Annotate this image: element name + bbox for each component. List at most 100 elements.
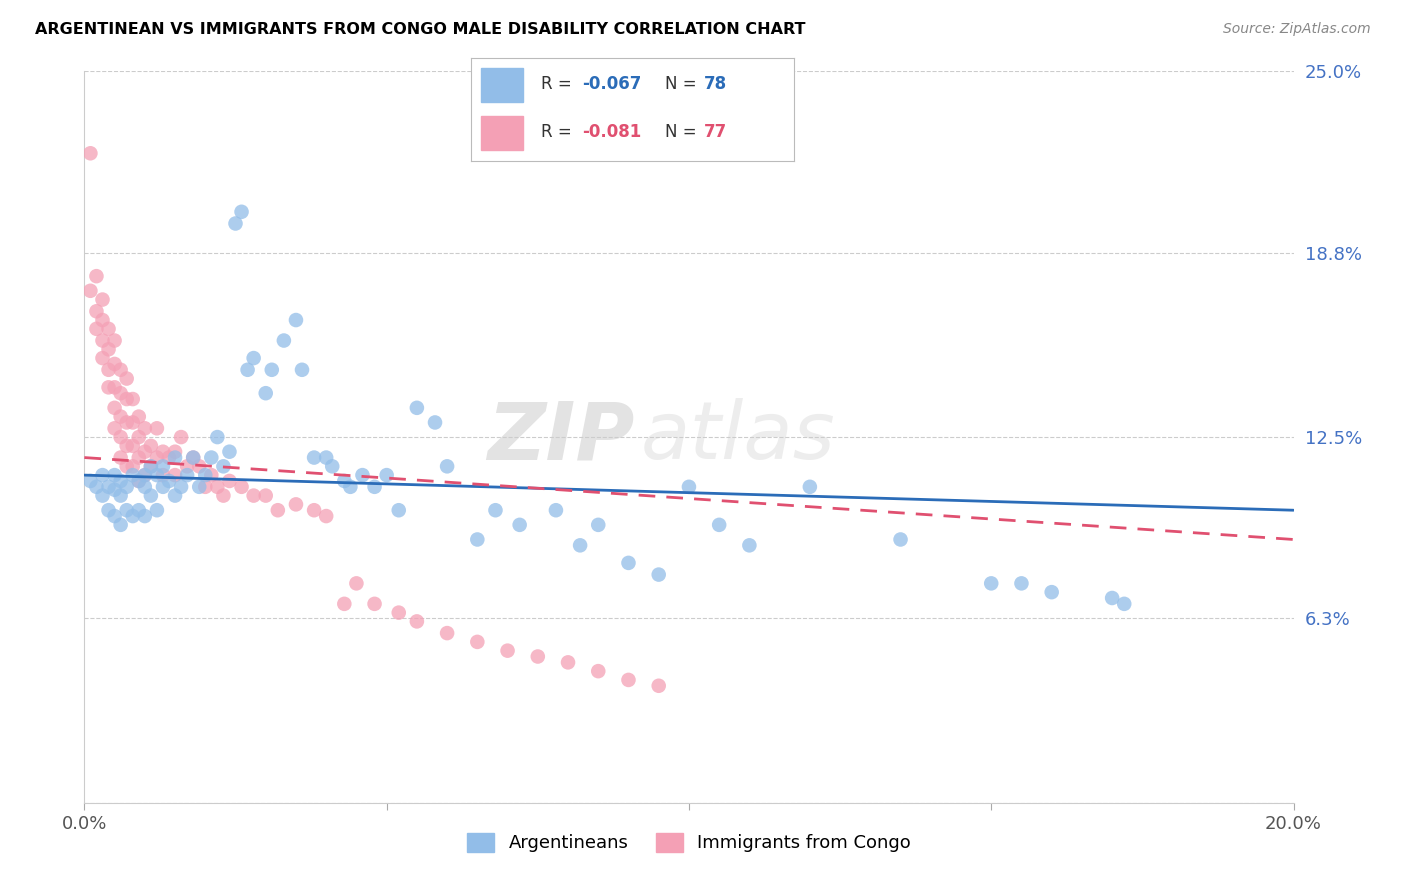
Point: [194, 480, 217, 494]
Point: [91, 351, 114, 365]
Point: [146, 450, 169, 465]
Point: [1101, 591, 1123, 605]
Point: [152, 480, 174, 494]
Point: [509, 517, 531, 532]
Point: [738, 538, 761, 552]
Text: 78: 78: [704, 75, 727, 93]
Point: [188, 480, 211, 494]
Point: [110, 409, 132, 424]
Point: [139, 459, 162, 474]
Text: atlas: atlas: [641, 398, 835, 476]
Point: [218, 444, 240, 458]
Point: [165, 444, 187, 458]
Point: [157, 474, 180, 488]
Point: [799, 480, 821, 494]
Point: [176, 468, 198, 483]
Point: [557, 656, 579, 670]
Point: [339, 480, 361, 494]
Point: [406, 615, 429, 629]
Point: [115, 371, 138, 385]
Text: R =: R =: [540, 75, 576, 93]
Point: [315, 509, 337, 524]
Point: [285, 497, 308, 511]
Point: [139, 489, 162, 503]
Point: [544, 503, 567, 517]
Point: [110, 489, 132, 503]
Point: [146, 468, 169, 483]
Point: [134, 509, 156, 524]
Point: [194, 468, 217, 483]
Point: [1011, 576, 1033, 591]
Point: [388, 503, 411, 517]
Point: [134, 468, 156, 483]
Bar: [481, 69, 523, 102]
Point: [91, 468, 114, 483]
Point: [104, 380, 127, 394]
Point: [231, 204, 253, 219]
Point: [165, 468, 187, 483]
Point: [91, 313, 114, 327]
Point: [709, 517, 731, 532]
Point: [285, 313, 308, 327]
Point: [152, 444, 174, 458]
Point: [225, 217, 247, 231]
Point: [128, 409, 150, 424]
Point: [569, 538, 592, 552]
Point: [121, 509, 143, 524]
Point: [352, 468, 374, 483]
Point: [207, 430, 229, 444]
Point: [97, 480, 120, 494]
Point: [152, 468, 174, 483]
Point: [333, 474, 356, 488]
Point: [134, 444, 156, 458]
Point: [115, 503, 138, 517]
Point: [527, 649, 550, 664]
Point: [267, 503, 290, 517]
Point: [104, 357, 127, 371]
Point: [484, 503, 506, 517]
Text: 77: 77: [704, 123, 727, 141]
Point: [321, 459, 343, 474]
Point: [110, 386, 132, 401]
Point: [170, 480, 193, 494]
Point: [242, 489, 264, 503]
Point: [1114, 597, 1136, 611]
Point: [110, 474, 132, 488]
Point: [104, 334, 127, 348]
Point: [139, 459, 162, 474]
Point: [176, 459, 198, 474]
Point: [346, 576, 368, 591]
Point: [188, 459, 211, 474]
Text: Source: ZipAtlas.com: Source: ZipAtlas.com: [1223, 22, 1371, 37]
Point: [1040, 585, 1063, 599]
Point: [200, 468, 222, 483]
Text: -0.067: -0.067: [582, 75, 643, 93]
Point: [467, 533, 489, 547]
Point: [231, 480, 253, 494]
Point: [165, 489, 187, 503]
Point: [97, 343, 120, 357]
Text: ZIP: ZIP: [486, 398, 634, 476]
Point: [254, 489, 277, 503]
Text: N =: N =: [665, 123, 702, 141]
Point: [91, 293, 114, 307]
Point: [110, 430, 132, 444]
Point: [146, 503, 169, 517]
Point: [134, 480, 156, 494]
Text: R =: R =: [540, 123, 576, 141]
Point: [200, 450, 222, 465]
Text: -0.081: -0.081: [582, 123, 641, 141]
Point: [423, 416, 446, 430]
Point: [97, 503, 120, 517]
Point: [165, 450, 187, 465]
Bar: [481, 117, 523, 150]
Point: [207, 480, 229, 494]
Point: [128, 450, 150, 465]
Point: [363, 597, 385, 611]
Point: [86, 480, 108, 494]
Point: [79, 146, 101, 161]
Point: [291, 363, 314, 377]
Point: [110, 363, 132, 377]
Point: [678, 480, 700, 494]
Point: [115, 439, 138, 453]
